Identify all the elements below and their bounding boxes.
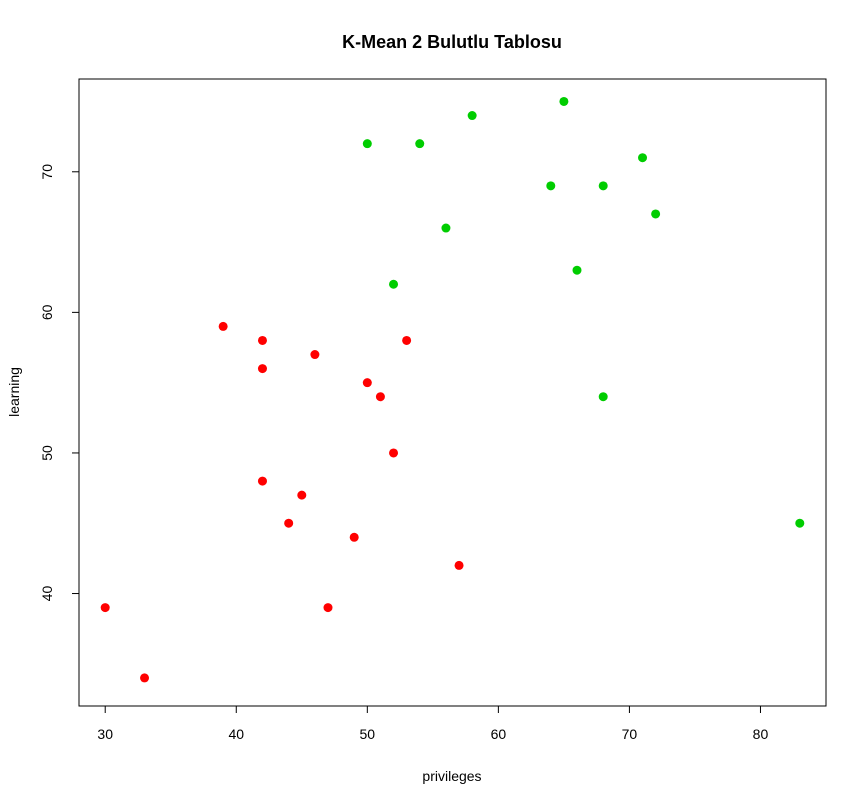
x-tick-label: 40 [228, 726, 244, 742]
chart-title: K-Mean 2 Bulutlu Tablosu [342, 32, 562, 52]
data-point [389, 448, 399, 458]
data-point [310, 350, 320, 360]
data-point [284, 518, 294, 528]
y-tick-label: 60 [39, 304, 55, 320]
data-point [100, 603, 110, 613]
data-point [257, 364, 267, 374]
data-point [651, 209, 661, 219]
data-point [638, 153, 648, 163]
data-point [572, 265, 582, 275]
data-point [362, 139, 372, 149]
x-tick-label: 80 [753, 726, 769, 742]
data-point [598, 181, 608, 191]
x-tick-label: 50 [360, 726, 376, 742]
data-point [140, 673, 150, 683]
data-point [454, 560, 464, 570]
data-point [257, 335, 267, 345]
plot-frame [78, 78, 827, 707]
data-point [598, 392, 608, 402]
data-point [559, 96, 569, 106]
x-tick-label: 30 [97, 726, 113, 742]
data-point [795, 518, 805, 528]
x-axis: 30 40 50 60 70 80 [97, 705, 769, 742]
y-axis-label: learning [6, 367, 22, 417]
data-point [323, 603, 333, 613]
data-point [467, 111, 477, 121]
y-tick-label: 50 [39, 445, 55, 461]
data-point [402, 335, 412, 345]
data-point [375, 392, 385, 402]
data-point [349, 532, 359, 542]
x-tick-label: 70 [622, 726, 638, 742]
y-axis: 40 50 60 70 [39, 164, 80, 602]
y-tick-label: 70 [39, 164, 55, 180]
data-point [362, 378, 372, 388]
data-point [546, 181, 556, 191]
x-axis-label: privileges [422, 768, 481, 784]
data-point [415, 139, 425, 149]
x-tick-label: 60 [491, 726, 507, 742]
data-point [218, 321, 228, 331]
data-point [441, 223, 451, 233]
data-point [257, 476, 267, 486]
data-points [100, 96, 805, 683]
data-point [389, 279, 399, 289]
data-point [297, 490, 307, 500]
y-tick-label: 40 [39, 586, 55, 602]
